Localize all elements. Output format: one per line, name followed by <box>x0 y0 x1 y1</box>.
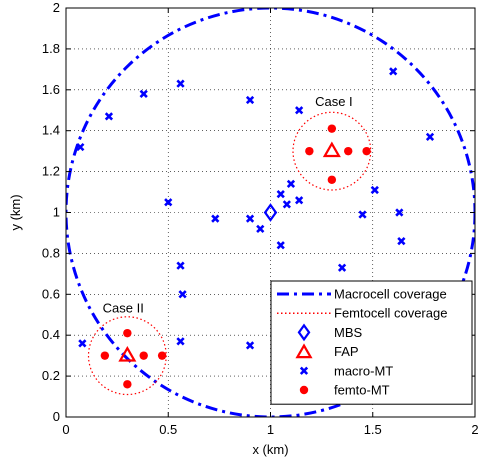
y-tick-label: 0.4 <box>42 327 60 342</box>
macro-mt-point <box>389 67 398 76</box>
case-annotation: Case II <box>103 301 144 316</box>
plot-area <box>66 8 475 417</box>
macro-mt-point <box>176 79 185 88</box>
y-axis-label: y (km) <box>8 194 23 230</box>
legend-label: Femtocell coverage <box>334 306 447 321</box>
x-tick-label: 1.5 <box>364 422 382 437</box>
legend: Macrocell coverage Femtocell coverage MBS F… <box>270 280 473 405</box>
femto-mt-point <box>305 146 314 156</box>
y-tick-label: 1.8 <box>42 41 60 56</box>
macro-mt-point <box>178 290 187 299</box>
macro-mt-point <box>78 339 87 348</box>
macro-mt-point <box>245 95 255 105</box>
macro-mt-point <box>76 142 85 152</box>
legend-sample-fap <box>295 343 313 359</box>
macro-mt-point <box>395 208 404 217</box>
femto-mt-point <box>327 124 337 133</box>
femto-mt-point <box>123 328 132 338</box>
legend-sample-mbs <box>297 323 311 342</box>
legend-label: femto-MT <box>334 383 390 398</box>
macro-mt-point <box>282 200 291 209</box>
y-tick-label: 0.6 <box>42 286 60 301</box>
mbs-point <box>263 203 278 222</box>
macro-mt-point <box>370 185 379 195</box>
legend-label: FAP <box>334 344 359 359</box>
femto-mt-point <box>344 146 353 156</box>
macro-mt-point <box>276 189 285 199</box>
x-tick-label: 2 <box>471 422 478 437</box>
macro-mt-point <box>358 210 367 219</box>
x-tick-label: 1 <box>267 422 274 437</box>
macro-mt-point <box>295 196 304 205</box>
legend-label: Macrocell coverage <box>334 287 447 302</box>
y-tick-label: 1.6 <box>42 82 60 97</box>
x-tick-label: 0 <box>62 422 69 437</box>
legend-sample-macro-mt <box>299 366 309 375</box>
macro-mt-point <box>245 341 255 350</box>
x-axis-label: x (km) <box>252 442 288 457</box>
y-tick-label: 0 <box>53 409 60 424</box>
macro-mt-point <box>256 224 265 233</box>
legend-sample-femto-mt <box>299 385 309 395</box>
legend-box <box>270 280 473 405</box>
macro-mt-point <box>164 198 173 207</box>
axis-ticks: 0 0.5 1 1.5 2 0 0.2 0.4 0.6 0.8 1 1.2 1.4 1.6 1.8 2 <box>42 0 479 437</box>
y-tick-label: 1.4 <box>42 123 60 138</box>
y-tick-label: 0.8 <box>42 245 60 260</box>
macro-mt-point <box>176 337 185 346</box>
macro-mt-point <box>286 179 296 188</box>
x-tick-label: 0.5 <box>159 422 177 437</box>
macro-mt-point <box>276 241 285 250</box>
y-tick-label: 2 <box>53 0 60 15</box>
fap-point <box>118 345 137 362</box>
y-tick-label: 1.2 <box>42 164 60 179</box>
macro-mt-point <box>104 112 114 121</box>
macro-mt-point <box>211 214 220 223</box>
y-tick-label: 1 <box>53 205 60 220</box>
case-annotation: Case I <box>315 94 353 109</box>
annotations: Case I Case II <box>103 94 353 316</box>
macro-mt-point <box>245 214 255 223</box>
macro-mt-point <box>176 261 185 270</box>
macro-mt-point <box>337 263 347 272</box>
femto-mt-point <box>100 351 110 360</box>
femto-mt-point <box>362 146 371 156</box>
femto-mt-point <box>157 351 167 360</box>
legend-label: MBS <box>334 325 363 340</box>
macro-mt-point <box>397 237 406 246</box>
macro-mt-point <box>139 89 148 99</box>
macro-mt-point <box>425 132 435 141</box>
femto-mt-point <box>123 380 132 389</box>
femto-mt-point <box>327 175 337 184</box>
fap-point <box>322 141 341 158</box>
femto-mt-point <box>139 351 148 360</box>
y-tick-label: 0.2 <box>42 368 60 383</box>
legend-label: macro-MT <box>334 363 393 378</box>
macro-mt-point <box>295 106 304 115</box>
